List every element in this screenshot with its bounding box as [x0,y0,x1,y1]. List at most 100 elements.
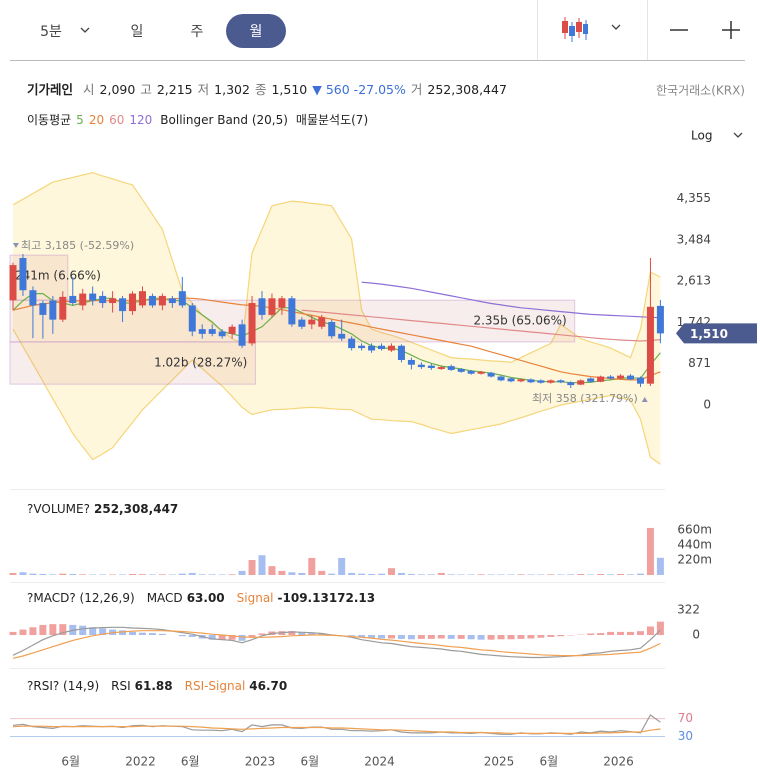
bar [208,635,216,640]
y-tick-label: 0 [703,398,711,412]
bar [49,574,57,575]
bar [198,574,206,575]
text-segment: RSI [111,679,131,693]
y-tick-label: 220m [677,552,712,566]
text-segment: 60 [109,113,124,127]
bar [636,631,644,636]
candle-body [417,364,425,368]
text-segment: MACD [147,591,183,605]
bar [248,635,256,638]
bar [168,574,176,575]
bar [467,635,475,640]
candle-body [527,379,535,383]
candle-body [278,298,286,308]
bar [636,573,644,575]
candle-body [228,326,236,334]
x-tick-label: 6월 [539,755,558,769]
period-tab[interactable]: 주 [191,24,204,40]
bar [228,635,236,640]
bar [79,574,87,575]
y-tick-label: 2,613 [677,274,711,288]
chart-type-icon[interactable] [562,17,588,42]
bar [437,635,445,639]
candle-body [537,380,545,383]
bar [547,574,555,575]
candle-body [487,372,495,377]
candle-body [378,345,386,350]
y-tick-label: 0 [692,628,700,642]
period-tab[interactable]: 일 [131,24,144,40]
chart-type-dropdown[interactable] [611,24,621,30]
zoom-in-button[interactable] [722,21,740,39]
candle-body [318,317,326,327]
text-segment: 1,302 [214,82,250,97]
bar [407,573,415,575]
candle-body [9,265,17,301]
bar [397,635,405,639]
candle-body [129,293,137,312]
bar [517,635,525,639]
bar [597,633,605,636]
candle-body [208,329,216,334]
bar [59,624,67,636]
bar [587,633,595,636]
candle-body [178,291,186,306]
indicator-line [12,630,661,659]
candle-body [298,319,306,327]
candle-body [29,290,37,306]
candle-body [407,359,415,365]
bar [457,635,465,639]
bar [487,574,495,575]
bar [447,574,455,575]
y-tick-label: 3,484 [677,232,711,246]
bar [109,574,117,575]
bar [29,627,37,636]
text-segment: 2,215 [157,82,193,97]
bar [228,574,236,575]
bar [368,573,376,575]
text-segment: ?VOLUME? [27,502,90,516]
volume-profile-label: 1.02b (28.27%) [154,356,247,370]
scale-toggle[interactable]: Log [691,129,712,143]
bar [208,574,216,575]
max-annotation: 최고 3,185 (-52.59%) [21,239,134,252]
period-tab[interactable]: 5분 [40,24,62,40]
candle-body [79,293,87,306]
candle-body [607,376,615,379]
bar [467,574,475,575]
bar [238,635,246,641]
candle-body [517,379,525,382]
text-segment: ▼ 560 -27.05% [312,82,406,97]
bar [39,573,47,575]
period-dropdown-icon[interactable] [80,27,90,33]
bar [348,572,356,575]
last-price-label: 1,510 [690,327,728,341]
x-tick-label: 2024 [364,755,395,769]
text-segment: 매물분석도(7) [296,113,368,127]
scale-dropdown-icon[interactable] [733,132,743,138]
y-tick-label: 4,355 [677,191,711,205]
period-tab[interactable]: 월 [250,24,263,40]
candle-body [288,298,296,325]
text-segment: 기가레인 [27,82,73,97]
bar [238,570,246,575]
candle-body [387,345,395,351]
candle-body [188,305,196,332]
bar [188,635,196,637]
indicator-line [12,725,661,734]
bar [348,635,356,636]
bar [617,573,625,575]
bar [597,573,605,575]
bar [497,635,505,640]
x-tick-label: 2025 [484,755,515,769]
bar [328,573,336,575]
bar [9,572,17,575]
x-tick-label: 6월 [181,755,200,769]
candle-body [198,329,206,334]
x-tick-label: 6월 [61,755,80,769]
bar [258,555,266,575]
text-segment: 20 [89,113,104,127]
bar [19,629,27,636]
candle-body [39,303,47,315]
candle-body [248,303,256,344]
